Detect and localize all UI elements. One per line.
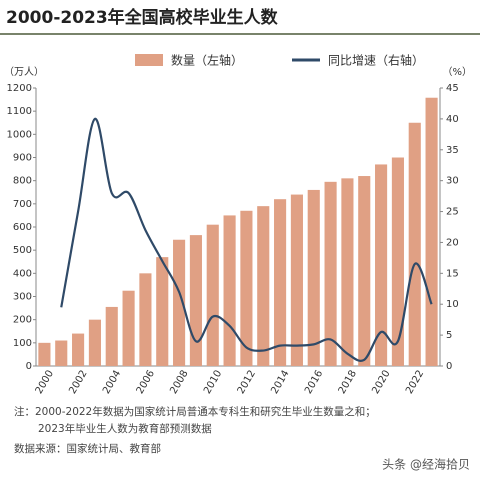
- x-tick-label: 2010: [202, 368, 224, 396]
- x-tick-label: 2004: [101, 368, 123, 396]
- note: 2023年毕业生人数为教育部预测数据: [38, 422, 212, 435]
- line: [60, 117, 433, 362]
- watermark: 头条 @经海拾贝: [382, 457, 470, 472]
- bar: [274, 199, 287, 366]
- y-tick-label: 100: [13, 338, 32, 349]
- bar: [257, 206, 270, 366]
- y-tick-label: 600: [13, 222, 32, 233]
- y-tick-label: 200: [13, 315, 32, 326]
- y2-tick-label: 5: [446, 330, 452, 341]
- bar: [55, 340, 68, 366]
- bar: [72, 333, 85, 366]
- bar: [139, 273, 152, 366]
- bar: [156, 257, 169, 366]
- y2-tick-label: 20: [446, 237, 459, 248]
- bar: [105, 306, 118, 366]
- bar: [391, 157, 404, 366]
- y2-tick-label: 30: [446, 176, 459, 187]
- bar: [88, 319, 101, 366]
- source: 数据来源：国家统计局、教育部: [14, 442, 161, 455]
- bar: [122, 290, 135, 366]
- y-tick-label: 0: [26, 361, 32, 372]
- bar: [307, 189, 320, 366]
- y2-tick-label: 25: [446, 207, 459, 218]
- y2-tick-label: 35: [446, 145, 459, 156]
- y-tick-label: 1200: [7, 83, 32, 94]
- bar: [324, 181, 337, 366]
- x-tick-label: 2008: [168, 368, 190, 396]
- bar: [206, 224, 219, 366]
- x-tick-label: 2000: [34, 368, 56, 396]
- x-tick-label: 2016: [303, 368, 325, 396]
- legend-label: 数量（左轴）: [171, 53, 243, 68]
- bar: [173, 239, 186, 366]
- chart-title: 2000-2023年全国高校毕业生人数: [6, 7, 279, 28]
- legend-label: 同比增速（右轴）: [328, 53, 424, 68]
- y-tick-label: 300: [13, 292, 32, 303]
- y2-tick-label: 45: [446, 83, 459, 94]
- bar: [358, 176, 371, 366]
- y-tick-label: 1000: [7, 129, 32, 140]
- y-tick-label: 400: [13, 268, 32, 279]
- x-tick-label: 2014: [269, 368, 291, 396]
- x-tick-label: 2020: [370, 368, 392, 396]
- y2-tick-label: 10: [446, 299, 459, 310]
- x-tick-label: 2002: [67, 368, 89, 396]
- note: 注：2000-2022年数据为国家统计局普通本专科生和研究生毕业生数量之和；: [14, 405, 376, 418]
- y2-tick-label: 40: [446, 114, 459, 125]
- x-tick-label: 2022: [404, 368, 426, 396]
- y-tick-label: 800: [13, 176, 32, 187]
- bar: [240, 210, 253, 366]
- x-tick-label: 2018: [337, 368, 359, 396]
- y-unit: （万人）: [4, 66, 44, 78]
- bar: [38, 342, 51, 366]
- x-tick-label: 2006: [135, 368, 157, 396]
- bar: [189, 235, 202, 366]
- x-tick-label: 2012: [236, 368, 258, 396]
- legend-swatch: [135, 54, 163, 66]
- bar: [341, 178, 354, 366]
- y2-tick-label: 15: [446, 268, 459, 279]
- y2-tick-label: 0: [446, 361, 452, 372]
- bar: [425, 97, 438, 366]
- y-tick-label: 1100: [7, 106, 32, 117]
- bar: [223, 215, 236, 366]
- bar: [408, 122, 421, 366]
- y2-unit: （%）: [442, 66, 472, 78]
- bar: [290, 194, 303, 366]
- y-tick-label: 700: [13, 199, 32, 210]
- y-tick-label: 500: [13, 245, 32, 256]
- bar: [375, 164, 388, 366]
- y-tick-label: 900: [13, 153, 32, 164]
